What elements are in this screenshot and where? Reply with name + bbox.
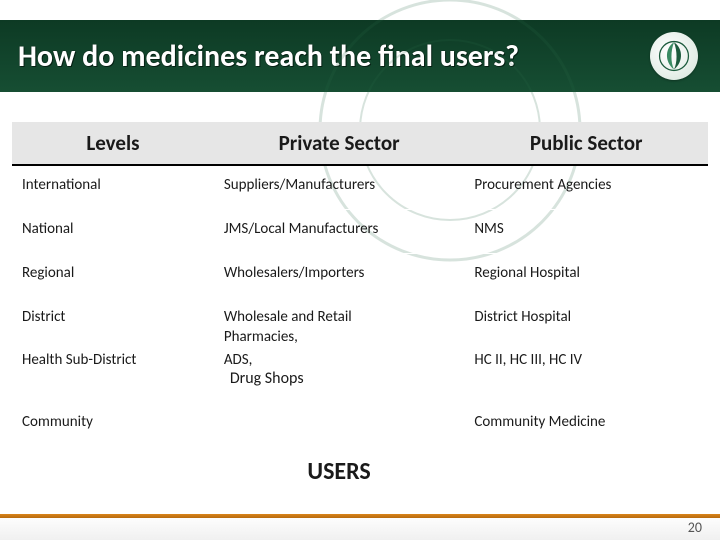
private-line1: Wholesale and Retail [224, 308, 455, 326]
cell-public: Community Medicine [464, 402, 708, 446]
cell-private: JMS/Local Manufacturers [214, 209, 465, 253]
private-line2: Pharmacies, [224, 328, 455, 346]
col-header-levels: Levels [12, 122, 214, 165]
private-ads: ADS, [224, 351, 455, 369]
users-label: USERS [214, 446, 465, 500]
row-national: National JMS/Local Manufacturers NMS [12, 209, 708, 253]
cell-level: Community [12, 402, 214, 446]
slide: How do medicines reach the final users? … [0, 0, 720, 540]
distribution-table: Levels Private Sector Public Sector Inte… [12, 122, 708, 501]
cell-private: Wholesalers/Importers [214, 253, 465, 297]
col-header-private: Private Sector [214, 122, 465, 165]
cell-public: Procurement Agencies [464, 165, 708, 209]
brand-logo [650, 32, 698, 80]
footer-gloss [0, 518, 720, 540]
col-header-public: Public Sector [464, 122, 708, 165]
cell-public: HC II, HC III, HC IV [464, 350, 708, 402]
cell-private: ADS, Drug Shops [214, 350, 465, 402]
title-band: How do medicines reach the final users? [0, 20, 720, 92]
cell-level: Health Sub-District [12, 350, 214, 402]
row-health-sub-district: Health Sub-District ADS, Drug Shops HC I… [12, 350, 708, 402]
slide-title: How do medicines reach the final users? [18, 38, 519, 75]
cell-level: District [12, 297, 214, 350]
cell-public: Regional Hospital [464, 253, 708, 297]
cell-private: Suppliers/Manufacturers [214, 165, 465, 209]
table-header-row: Levels Private Sector Public Sector [12, 122, 708, 165]
row-regional: Regional Wholesalers/Importers Regional … [12, 253, 708, 297]
cell-level: Regional [12, 253, 214, 297]
cell-private [214, 402, 465, 446]
page-number: 20 [688, 519, 702, 536]
leaf-icon [657, 39, 691, 73]
private-drugshops: Drug Shops [224, 369, 455, 388]
row-community: Community Community Medicine [12, 402, 708, 446]
row-users: USERS [12, 446, 708, 500]
row-district: District Wholesale and Retail Pharmacies… [12, 297, 708, 350]
cell-public: District Hospital [464, 297, 708, 350]
cell-level: International [12, 165, 214, 209]
cell-private: Wholesale and Retail Pharmacies, [214, 297, 465, 350]
row-international: International Suppliers/Manufacturers Pr… [12, 165, 708, 209]
cell-public: NMS [464, 209, 708, 253]
cell-empty [12, 446, 214, 500]
cell-empty [464, 446, 708, 500]
cell-level: National [12, 209, 214, 253]
